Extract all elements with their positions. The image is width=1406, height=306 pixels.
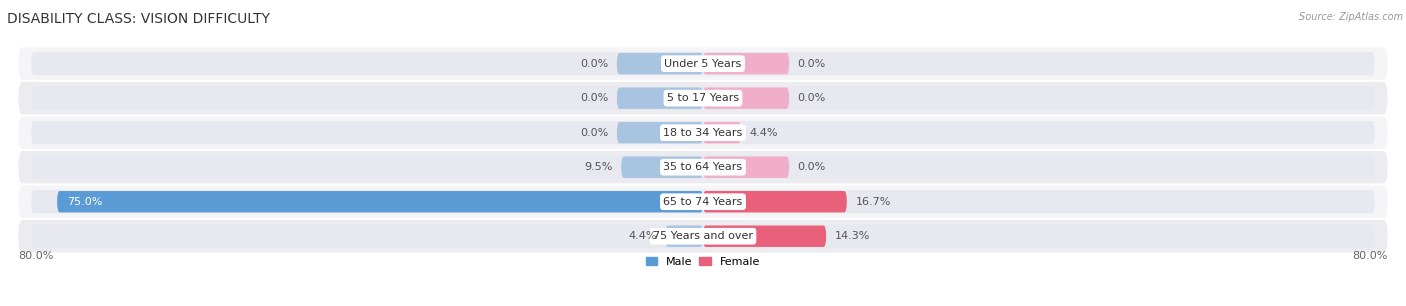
Text: 5 to 17 Years: 5 to 17 Years [666, 93, 740, 103]
Text: Under 5 Years: Under 5 Years [665, 59, 741, 69]
Text: 14.3%: 14.3% [835, 231, 870, 241]
FancyBboxPatch shape [31, 52, 1375, 75]
FancyBboxPatch shape [18, 185, 1388, 218]
Text: 80.0%: 80.0% [18, 251, 53, 261]
Text: 0.0%: 0.0% [797, 162, 825, 172]
Text: 0.0%: 0.0% [797, 59, 825, 69]
FancyBboxPatch shape [617, 88, 703, 109]
Text: 80.0%: 80.0% [1353, 251, 1388, 261]
Text: 0.0%: 0.0% [581, 59, 609, 69]
Text: 4.4%: 4.4% [749, 128, 778, 138]
Text: Source: ZipAtlas.com: Source: ZipAtlas.com [1299, 12, 1403, 22]
FancyBboxPatch shape [18, 220, 1388, 252]
FancyBboxPatch shape [18, 151, 1388, 183]
Text: 75.0%: 75.0% [67, 197, 103, 207]
FancyBboxPatch shape [18, 47, 1388, 80]
Text: 0.0%: 0.0% [581, 93, 609, 103]
FancyBboxPatch shape [617, 122, 703, 144]
Text: 75 Years and over: 75 Years and over [652, 231, 754, 241]
FancyBboxPatch shape [703, 156, 789, 178]
Text: 0.0%: 0.0% [797, 93, 825, 103]
Text: DISABILITY CLASS: VISION DIFFICULTY: DISABILITY CLASS: VISION DIFFICULTY [7, 12, 270, 26]
FancyBboxPatch shape [18, 117, 1388, 149]
Text: 9.5%: 9.5% [585, 162, 613, 172]
FancyBboxPatch shape [18, 82, 1388, 114]
FancyBboxPatch shape [31, 155, 1375, 179]
Text: 0.0%: 0.0% [581, 128, 609, 138]
Text: 18 to 34 Years: 18 to 34 Years [664, 128, 742, 138]
FancyBboxPatch shape [665, 226, 703, 247]
FancyBboxPatch shape [703, 122, 741, 144]
Text: 4.4%: 4.4% [628, 231, 657, 241]
FancyBboxPatch shape [31, 86, 1375, 110]
Legend: Male, Female: Male, Female [647, 256, 759, 267]
Text: 16.7%: 16.7% [855, 197, 891, 207]
FancyBboxPatch shape [703, 53, 789, 74]
Text: 65 to 74 Years: 65 to 74 Years [664, 197, 742, 207]
FancyBboxPatch shape [621, 156, 703, 178]
FancyBboxPatch shape [58, 191, 703, 212]
FancyBboxPatch shape [31, 225, 1375, 248]
FancyBboxPatch shape [703, 88, 789, 109]
Text: 35 to 64 Years: 35 to 64 Years [664, 162, 742, 172]
FancyBboxPatch shape [703, 191, 846, 212]
FancyBboxPatch shape [31, 190, 1375, 214]
FancyBboxPatch shape [703, 226, 827, 247]
FancyBboxPatch shape [31, 121, 1375, 144]
FancyBboxPatch shape [617, 53, 703, 74]
